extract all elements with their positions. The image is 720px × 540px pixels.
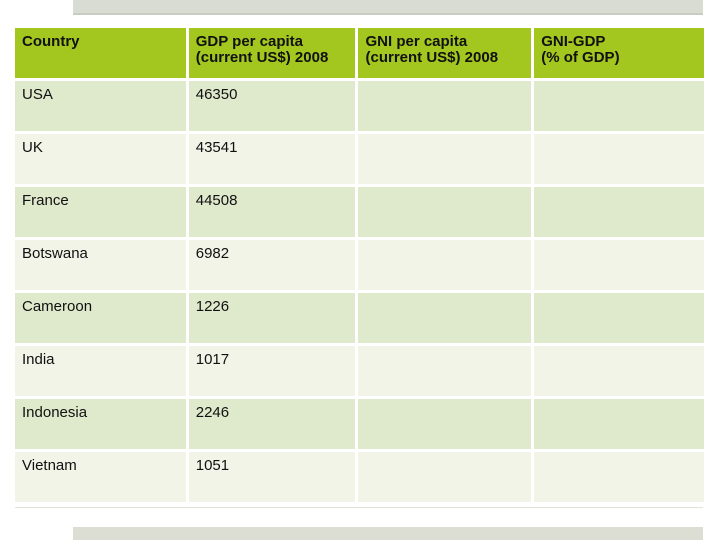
gni-per-capita-cell [358, 452, 532, 502]
gni-per-capita-cell [358, 240, 532, 290]
bottom-decor-bar [73, 527, 703, 540]
country-cell: France [15, 187, 186, 237]
col-header-gni-gdp: GNI-GDP (% of GDP) [534, 28, 704, 78]
gni-gdp-cell [534, 240, 704, 290]
gni-per-capita-cell [358, 399, 532, 449]
table-bottom-shadow [15, 507, 703, 508]
gni-gdp-cell [534, 346, 704, 396]
col-header-country: Country [15, 28, 186, 78]
table-row: Botswana 6982 [15, 240, 704, 290]
col-header-line: Country [22, 33, 80, 50]
gni-per-capita-cell [358, 346, 532, 396]
gni-gdp-cell [534, 81, 704, 131]
gdp-per-capita-cell: 46350 [188, 81, 356, 131]
country-cell: Botswana [15, 240, 186, 290]
gni-gdp-cell [534, 452, 704, 502]
gdp-gni-table: Country GDP per capita (current US$) 200… [12, 25, 707, 505]
country-cell: India [15, 346, 186, 396]
gni-gdp-cell [534, 134, 704, 184]
gdp-per-capita-cell: 43541 [188, 134, 356, 184]
col-header-line: (current US$) 2008 [195, 49, 329, 66]
col-header-gdp-per-capita: GDP per capita (current US$) 2008 [188, 28, 356, 78]
gni-per-capita-cell [358, 81, 532, 131]
country-cell: UK [15, 134, 186, 184]
table-header-row: Country GDP per capita (current US$) 200… [15, 28, 704, 78]
table-row: UK 43541 [15, 134, 704, 184]
gni-per-capita-cell [358, 187, 532, 237]
country-cell: Cameroon [15, 293, 186, 343]
table-row: France 44508 [15, 187, 704, 237]
table-row: Vietnam 1051 [15, 452, 704, 502]
gni-per-capita-cell [358, 134, 532, 184]
gni-gdp-cell [534, 399, 704, 449]
table-row: Indonesia 2246 [15, 399, 704, 449]
gdp-per-capita-cell: 2246 [188, 399, 356, 449]
col-header-line: GNI per capita [365, 33, 468, 50]
table-row: Cameroon 1226 [15, 293, 704, 343]
table-row: India 1017 [15, 346, 704, 396]
gdp-per-capita-cell: 44508 [188, 187, 356, 237]
gni-gdp-cell [534, 187, 704, 237]
col-header-line: (current US$) 2008 [365, 49, 499, 66]
top-decor-bar [73, 0, 703, 15]
gdp-per-capita-cell: 1017 [188, 346, 356, 396]
col-header-line: (% of GDP) [541, 49, 620, 66]
col-header-line: GDP per capita [195, 33, 304, 50]
gni-per-capita-cell [358, 293, 532, 343]
country-cell: USA [15, 81, 186, 131]
gdp-per-capita-cell: 1226 [188, 293, 356, 343]
gni-gdp-cell [534, 293, 704, 343]
table-row: USA 46350 [15, 81, 704, 131]
gdp-per-capita-cell: 1051 [188, 452, 356, 502]
col-header-gni-per-capita: GNI per capita (current US$) 2008 [358, 28, 532, 78]
country-cell: Vietnam [15, 452, 186, 502]
country-cell: Indonesia [15, 399, 186, 449]
gdp-per-capita-cell: 6982 [188, 240, 356, 290]
col-header-line: GNI-GDP [541, 33, 606, 50]
